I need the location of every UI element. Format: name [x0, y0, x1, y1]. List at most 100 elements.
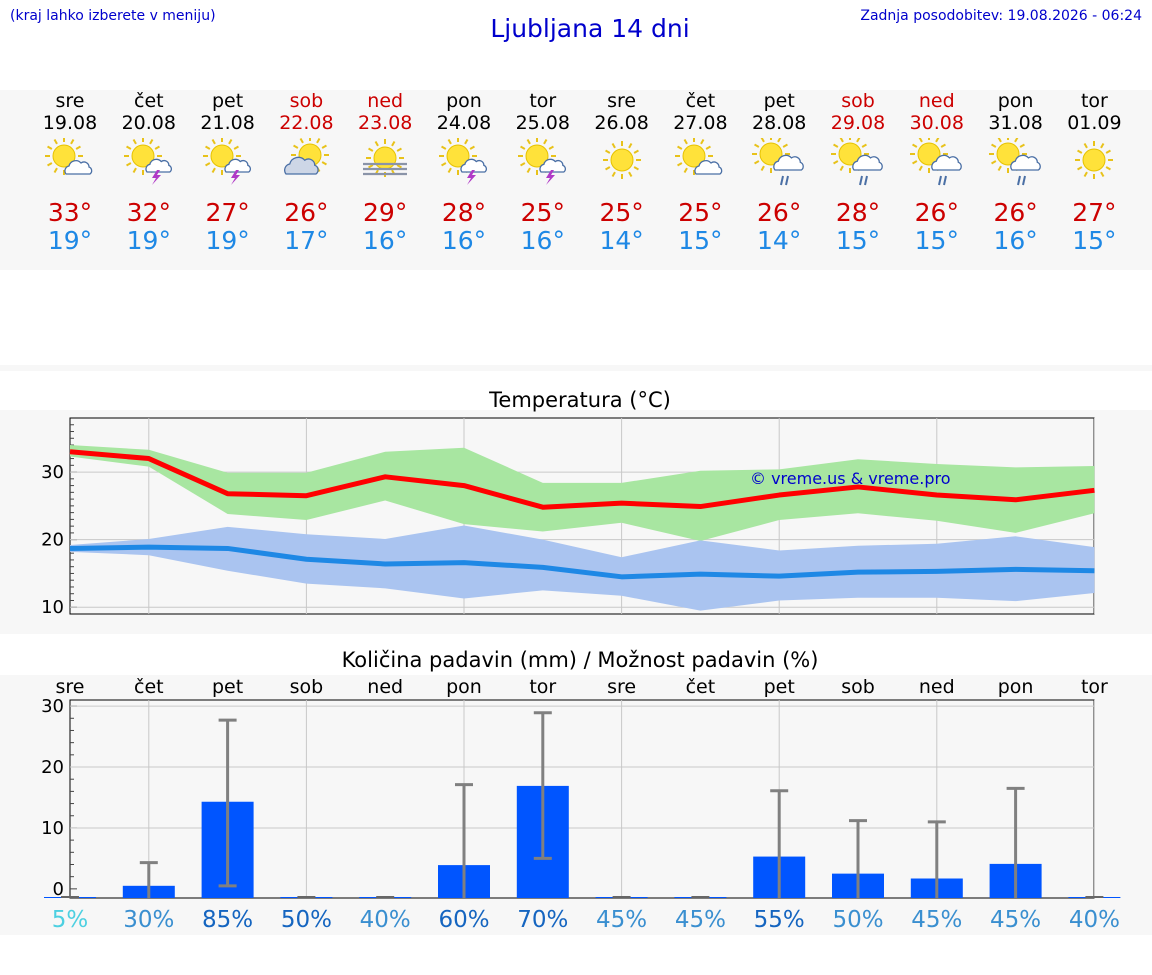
day-date: 29.08 [830, 112, 886, 134]
weather-icon-cell [819, 135, 897, 188]
sun-thunderstorm-icon [517, 137, 566, 185]
day-name: pon [446, 90, 482, 112]
temperature-ytick-label: 30 [41, 462, 64, 483]
min-temp: 19° [205, 226, 250, 255]
section-divider [0, 365, 1152, 371]
sun-rain-icon [988, 135, 1041, 186]
min-temp: 14° [599, 226, 644, 255]
precip-day-label: sre [56, 676, 85, 698]
temperature-chart-title: Temperatura (°C) [489, 388, 671, 412]
max-temp: 28° [441, 198, 487, 227]
precipitation-probability: 45% [911, 907, 962, 933]
min-temperature-band [70, 525, 1095, 611]
sun-cloud-icon [675, 137, 723, 175]
min-temp: 16° [363, 226, 408, 255]
day-name: pet [763, 90, 795, 112]
precipitation-probability: 70% [517, 907, 568, 933]
day-date: 19.08 [42, 112, 98, 134]
precip-day-label: pon [446, 676, 482, 698]
precip-day-label: sob [841, 676, 875, 698]
precip-day-label: čet [134, 676, 164, 698]
weather-icon-cell [661, 137, 739, 188]
day-name: tor [1080, 90, 1108, 112]
max-temperature-band [70, 445, 1095, 542]
min-temperature-line [69, 544, 1095, 580]
day-name: sob [289, 90, 324, 112]
precipitation-chart: sre čet pet sob ned pon tor sre čet pet sob ned pon t… [41, 676, 1121, 933]
weather-icon-cell [110, 137, 188, 188]
day-date: 21.08 [200, 112, 255, 134]
day-name: sob [841, 90, 875, 112]
precipitation-probability: 40% [360, 907, 411, 933]
sun-thunderstorm-icon [439, 137, 487, 185]
day-name: ned [918, 90, 955, 112]
page-title: Ljubljana 14 dni [490, 14, 690, 43]
min-temp: 15° [835, 226, 881, 255]
precipitation-chart-title: Količina padavin (mm) / Možnost padavin … [341, 648, 819, 672]
max-temp: 32° [126, 198, 171, 227]
precipitation-probability: 45% [596, 907, 647, 933]
temperature-ytick-label: 10 [41, 597, 64, 618]
max-temp: 26° [284, 198, 329, 227]
day-date: 31.08 [988, 112, 1043, 134]
precip-ytick-label: 10 [41, 818, 64, 839]
forecast-strip [0, 90, 1152, 270]
weather-icon-cell [583, 138, 661, 188]
precip-ytick-label: 0 [53, 879, 64, 900]
sun-thunderstorm-icon [123, 137, 172, 185]
day-date: 22.08 [279, 112, 334, 134]
day-name: sre [55, 90, 85, 112]
precipitation-probability: 50% [832, 907, 883, 933]
sun-rain-icon [909, 135, 962, 186]
day-name: pon [997, 90, 1034, 112]
precip-day-label: tor [1081, 676, 1108, 698]
day-date: 28.08 [751, 112, 807, 134]
min-temp: 16° [520, 226, 565, 255]
day-date: 23.08 [357, 112, 413, 134]
day-name: pet [211, 90, 244, 112]
precip-ytick-label: 30 [41, 696, 64, 717]
precipitation-probability: 55% [754, 907, 805, 933]
day-name: tor [529, 90, 557, 112]
precipitation-probability: 40% [1069, 907, 1120, 933]
precipitation-probability: 5% [52, 907, 89, 933]
max-temp: 28° [835, 198, 881, 227]
min-temp: 15° [1072, 226, 1117, 255]
precip-day-label: sob [290, 676, 324, 698]
weather-icon-cell [1055, 138, 1133, 188]
location-menu-hint: (kraj lahko izberete v meniju) [10, 8, 216, 24]
max-temp: 27° [205, 198, 250, 227]
day-date: 30.08 [909, 112, 964, 134]
max-temp: 29° [363, 198, 408, 227]
precip-ytick-label: 20 [41, 757, 64, 778]
day-name: čet [134, 90, 164, 112]
watermark: © vreme.us & vreme.pro [750, 469, 951, 488]
day-name: sre [607, 90, 637, 112]
precipitation-probability: 50% [281, 907, 332, 933]
min-temp: 17° [284, 226, 329, 255]
max-temp: 33° [47, 198, 93, 227]
sun-icon [602, 141, 641, 179]
weather-icon-cell [189, 137, 267, 188]
precipitation-probability: 45% [675, 907, 726, 933]
day-date: 25.08 [515, 112, 570, 134]
precip-day-label: sre [607, 676, 636, 698]
max-temp: 27° [1072, 198, 1117, 227]
day-columns: sre 19.08 33° 19° čet 20.08 32° 19° pet 21.08 27° 1… [0, 90, 1152, 270]
day-date: 26.08 [594, 112, 649, 134]
max-temperature-line [69, 449, 1095, 510]
sun-thunderstorm-icon [202, 137, 251, 185]
min-temp: 16° [441, 226, 487, 255]
sun-rain-icon [752, 135, 805, 186]
precipitation-probability: 85% [202, 907, 253, 933]
temperature-ytick-label: 20 [41, 530, 64, 551]
day-name: ned [367, 90, 404, 112]
sun-rain-icon [831, 135, 883, 186]
precip-day-label: tor [529, 676, 556, 698]
max-temp: 26° [914, 198, 959, 227]
weather-icon-cell [31, 137, 109, 188]
weather-icon-cell [346, 138, 424, 188]
max-temp: 25° [678, 198, 723, 227]
last-updated: Zadnja posodobitev: 19.08.2026 - 06:24 [860, 8, 1142, 24]
weather-icon-cell [898, 135, 976, 188]
